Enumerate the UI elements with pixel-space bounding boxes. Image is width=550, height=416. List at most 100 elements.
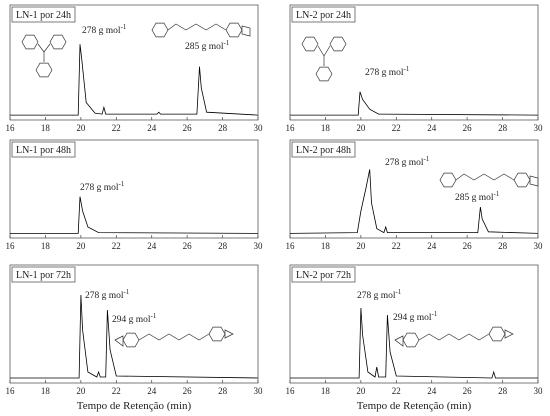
x-tick-label: 26 [183, 123, 193, 133]
annotation-text: 285 g mol [185, 42, 224, 52]
annotation-text: 278 g mol [80, 183, 119, 193]
plot-frame [289, 139, 539, 239]
plot-frame [9, 4, 259, 121]
x-axis-label: Tempo de Retenção (min) [77, 400, 192, 412]
annotation-superscript: -1 [121, 23, 127, 31]
peak-annotation: 278 g mol-1 [80, 180, 125, 193]
molecule-tppo [21, 34, 67, 78]
series-line [290, 91, 539, 116]
annotation-superscript: -1 [494, 190, 500, 198]
x-tick-label: 20 [356, 386, 366, 396]
x-tick-label: 18 [321, 123, 331, 133]
x-tick-label: 18 [321, 386, 331, 396]
x-tick-label: 16 [6, 123, 16, 133]
x-tick-label: 24 [147, 386, 157, 396]
x-tick-label: 16 [6, 386, 16, 396]
plot-frame [9, 139, 259, 239]
annotation-text: 278 g mol [82, 26, 121, 36]
annotation-text: 278 g mol [365, 68, 404, 78]
x-tick-label: 24 [427, 386, 437, 396]
panel-title: LN-2 por 48h [296, 145, 351, 156]
panel-title-box [11, 6, 76, 23]
x-tick-label: 16 [286, 123, 296, 133]
x-tick-label: 20 [76, 241, 86, 251]
x-tick-label: 16 [286, 386, 296, 396]
series-line [10, 294, 259, 379]
x-tick-label: 26 [183, 241, 193, 251]
annotation-superscript: -1 [424, 155, 430, 163]
molecule-diene [114, 326, 234, 348]
annotation-superscript: -1 [151, 312, 157, 320]
x-tick-label: 26 [463, 123, 473, 133]
peak-annotation: 278 g mol-1 [82, 23, 127, 36]
annotation-superscript: -1 [396, 288, 402, 296]
x-tick-label: 18 [41, 241, 51, 251]
x-tick-label: 18 [41, 386, 51, 396]
x-tick-label: 28 [498, 123, 508, 133]
annotation-text: 294 g mol [112, 315, 151, 325]
x-tick-label: 30 [534, 241, 544, 251]
series-line [290, 307, 538, 379]
peak-annotation: 294 g mol-1 [112, 312, 157, 325]
x-tick-label: 26 [183, 386, 193, 396]
x-tick-label: 28 [498, 241, 508, 251]
annotation-superscript: -1 [224, 39, 230, 47]
molecule-piperine [151, 22, 251, 38]
x-tick-label: 26 [463, 386, 473, 396]
peak-annotation: 285 g mol-1 [185, 39, 230, 52]
plot-frame [289, 4, 539, 121]
x-tick-label: 16 [6, 241, 16, 251]
annotation-text: 278 g mol [85, 291, 124, 301]
series-line [289, 169, 539, 234]
peak-annotation: 278 g mol-1 [85, 288, 130, 301]
annotation-superscript: -1 [404, 65, 410, 73]
x-tick-label: 30 [254, 123, 264, 133]
x-tick-label: 24 [147, 241, 157, 251]
annotation-superscript: -1 [119, 180, 125, 188]
x-tick-label: 20 [76, 123, 86, 133]
x-tick-label: 30 [254, 386, 264, 396]
panel-title-box [11, 266, 76, 283]
annotation-text: 285 g mol [455, 193, 494, 203]
x-tick-label: 26 [463, 241, 473, 251]
panel-title-box [291, 266, 356, 283]
x-tick-label: 28 [218, 123, 228, 133]
x-tick-label: 28 [498, 386, 508, 396]
panel-title: LN-2 por 72h [296, 270, 351, 281]
x-tick-label: 16 [286, 241, 296, 251]
peak-annotation: 278 g mol-1 [357, 288, 402, 301]
panel-title-box [11, 141, 76, 158]
annotation-text: 294 g mol [393, 313, 432, 323]
x-tick-label: 28 [218, 386, 228, 396]
x-tick-label: 20 [356, 123, 366, 133]
x-tick-label: 24 [427, 241, 437, 251]
x-tick-label: 22 [112, 123, 121, 133]
x-tick-label: 28 [218, 241, 228, 251]
x-tick-label: 20 [356, 241, 366, 251]
peak-annotation: 285 g mol-1 [455, 190, 500, 203]
panel-title-box [291, 141, 356, 158]
x-tick-label: 22 [392, 123, 401, 133]
x-tick-label: 18 [41, 123, 51, 133]
x-tick-label: 24 [427, 123, 437, 133]
peak-annotation: 278 g mol-1 [365, 65, 410, 78]
x-tick-label: 20 [76, 386, 86, 396]
x-tick-label: 22 [112, 386, 121, 396]
series-line [10, 44, 259, 116]
plot-frame [289, 264, 539, 384]
annotation-text: 278 g mol [357, 291, 396, 301]
annotation-superscript: -1 [124, 288, 130, 296]
molecule-piperine [439, 172, 539, 188]
x-tick-label: 24 [147, 123, 157, 133]
x-tick-label: 18 [321, 241, 331, 251]
x-tick-label: 22 [112, 241, 121, 251]
x-tick-label: 30 [254, 241, 264, 251]
x-tick-label: 30 [534, 386, 544, 396]
plot-frame [9, 264, 259, 384]
series-line [10, 196, 259, 234]
panel-title-box [291, 6, 356, 23]
x-tick-label: 30 [534, 123, 544, 133]
panel-title: LN-1 por 48h [16, 145, 71, 156]
peak-annotation: 278 g mol-1 [385, 155, 430, 168]
